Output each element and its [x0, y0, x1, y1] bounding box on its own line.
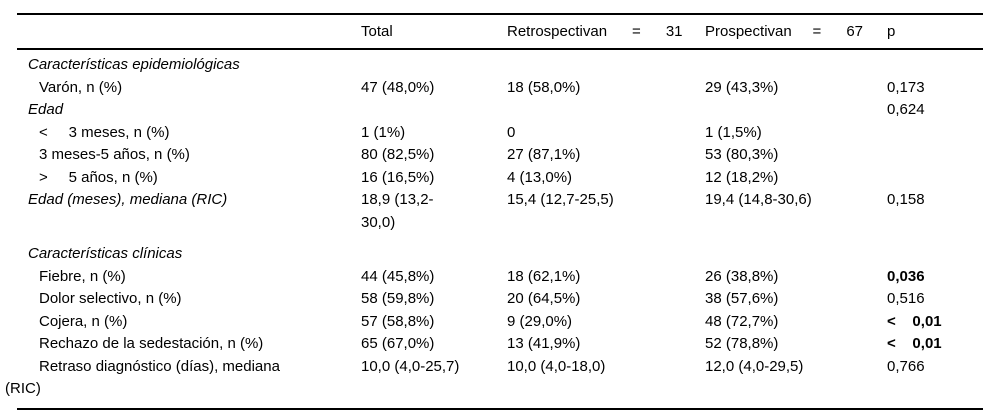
- table-row: < 3 meses, n (%) 1 (1%) 0 1 (1,5%): [17, 122, 983, 145]
- cell-pro: 26 (38,8%): [705, 267, 779, 285]
- cell-pro: 12,0 (4,0-29,5): [705, 357, 804, 375]
- row-label: Características epidemiológicas: [28, 56, 240, 73]
- cell-p: 0,158: [887, 191, 925, 208]
- cell-total: 65 (67,0%): [361, 335, 435, 352]
- row-label: 3 meses-5 años, n (%): [39, 146, 190, 163]
- cell-pro: 38 (57,6%): [705, 290, 779, 307]
- cell-retro: 9 (29,0%): [507, 312, 573, 330]
- cell-p: 0,516: [887, 290, 925, 307]
- cell-total: 18,9 (13,2-30,0): [361, 191, 434, 231]
- row-label: Retraso diagnóstico (días), mediana (RIC…: [5, 357, 285, 398]
- cell-pro: 1 (1,5%): [705, 123, 762, 141]
- table-row: Varón, n (%) 47 (48,0%) 18 (58,0%) 29 (4…: [17, 77, 983, 100]
- cell-retro: 0: [507, 123, 516, 141]
- table-row: Dolor selectivo, n (%) 58 (59,8%) 20 (64…: [17, 288, 983, 311]
- table-row: Características epidemiológicas: [17, 54, 983, 77]
- row-label: > 5 años, n (%): [39, 168, 158, 186]
- cell-p: 0,036: [887, 267, 925, 285]
- row-label: Varón, n (%): [39, 78, 123, 96]
- cell-p: 0,624: [887, 101, 925, 118]
- table-body: Características epidemiológicas Varón, n…: [5, 50, 983, 410]
- table-row: Edad (meses), mediana (RIC) 18,9 (13,2-3…: [17, 189, 983, 234]
- row-label: Edad: [28, 101, 64, 118]
- cell-total: 47 (48,0%): [361, 78, 435, 96]
- cell-retro: 20 (64,5%): [507, 290, 581, 307]
- cell-pro: 48 (72,7%): [705, 312, 779, 330]
- row-label: Dolor selectivo, n (%): [39, 290, 182, 307]
- cell-retro: 10,0 (4,0-18,0): [507, 357, 606, 375]
- cell-p: 0,173: [887, 78, 925, 96]
- row-label: Cojera, n (%): [39, 312, 128, 330]
- cell-retro: 15,4 (12,7-25,5): [507, 191, 614, 208]
- column-header-retrospective: Retrospectivan = 31: [507, 23, 683, 40]
- cell-pro: 53 (80,3%): [705, 146, 779, 163]
- cell-retro: 18 (58,0%): [507, 78, 581, 96]
- table-row: 3 meses-5 años, n (%) 80 (82,5%) 27 (87,…: [17, 144, 983, 167]
- row-label: < 3 meses, n (%): [39, 123, 170, 141]
- table-row: Edad 0,624: [17, 99, 983, 122]
- table-row: Retraso diagnóstico (días), mediana (RIC…: [5, 356, 983, 401]
- row-label: Características clínicas: [28, 245, 183, 262]
- cell-pro: 19,4 (14,8-30,6): [705, 191, 812, 208]
- clinical-characteristics-table: Total Retrospectivan = 31 Prospectivan =…: [5, 13, 983, 410]
- table-row: Rechazo de la sedestación, n (%) 65 (67,…: [17, 333, 983, 356]
- cell-total: 58 (59,8%): [361, 290, 435, 307]
- row-label: Fiebre, n (%): [39, 267, 126, 285]
- table-row: Fiebre, n (%) 44 (45,8%) 18 (62,1%) 26 (…: [17, 266, 983, 289]
- cell-pro: 12 (18,2%): [705, 168, 779, 186]
- cell-total: 16 (16,5%): [361, 168, 435, 186]
- table-row: Cojera, n (%) 57 (58,8%) 9 (29,0%) 48 (7…: [17, 311, 983, 334]
- cell-p: < 0,01: [887, 312, 942, 330]
- row-label: Rechazo de la sedestación, n (%): [39, 335, 264, 352]
- cell-total: 1 (1%): [361, 123, 406, 141]
- table-row: > 5 años, n (%) 16 (16,5%) 4 (13,0%) 12 …: [17, 167, 983, 190]
- table-row: Características clínicas: [17, 243, 983, 266]
- cell-retro: 4 (13,0%): [507, 168, 573, 186]
- cell-retro: 27 (87,1%): [507, 146, 581, 163]
- row-label: Edad (meses), mediana (RIC): [28, 191, 228, 208]
- column-header-total: Total: [361, 23, 393, 40]
- cell-retro: 13 (41,9%): [507, 335, 581, 352]
- cell-p: 0,766: [887, 357, 925, 375]
- cell-pro: 29 (43,3%): [705, 78, 779, 96]
- cell-total: 57 (58,8%): [361, 312, 435, 330]
- column-header-p-value: p: [887, 23, 896, 40]
- cell-pro: 52 (78,8%): [705, 335, 779, 352]
- cell-total: 80 (82,5%): [361, 146, 435, 163]
- table-header-row: Total Retrospectivan = 31 Prospectivan =…: [17, 13, 983, 50]
- cell-total: 44 (45,8%): [361, 267, 435, 285]
- cell-p: < 0,01: [887, 335, 942, 352]
- column-header-prospective: Prospectivan = 67: [705, 23, 863, 40]
- cell-retro: 18 (62,1%): [507, 267, 581, 285]
- cell-total: 10,0 (4,0-25,7): [361, 357, 460, 375]
